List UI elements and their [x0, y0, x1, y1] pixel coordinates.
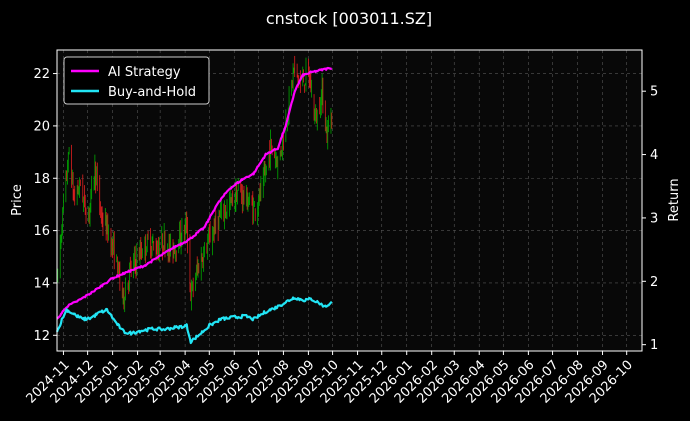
y-axis-left-title: Price — [10, 184, 25, 216]
legend-label-ai-strategy: AI Strategy — [108, 65, 181, 80]
right-axis: 1 2 3 4 5 — [642, 85, 658, 353]
legend-box — [63, 56, 210, 105]
series-line-buy-and-hold — [55, 296, 333, 345]
left-axis: 12 14 16 18 20 22 — [33, 67, 57, 344]
y-tick-label-right: 1 — [650, 338, 658, 353]
chart-title: cnstock [003011.SZ] — [266, 9, 432, 28]
y-tick-label-left: 20 — [33, 119, 50, 134]
legend-label-buy-and-hold: Buy-and-Hold — [108, 85, 196, 100]
plot-frame — [56, 49, 643, 352]
legend: AI Strategy Buy-and-Hold — [63, 56, 210, 105]
y-tick-label-right: 3 — [650, 211, 658, 226]
y-tick-label-right: 5 — [650, 85, 658, 100]
y-tick-label-right: 4 — [650, 148, 658, 163]
series-line-ai-strategy — [56, 66, 333, 320]
series-lines — [55, 66, 333, 345]
y-tick-label-left: 22 — [33, 67, 50, 82]
y-tick-label-left: 18 — [33, 172, 50, 187]
y-tick-label-left: 12 — [33, 329, 50, 344]
y-tick-label-left: 14 — [33, 276, 50, 291]
y-tick-label-right: 2 — [650, 275, 658, 290]
y-axis-right-title: Return — [667, 178, 682, 221]
price-candles — [56, 55, 333, 313]
y-tick-label-left: 16 — [33, 224, 50, 239]
